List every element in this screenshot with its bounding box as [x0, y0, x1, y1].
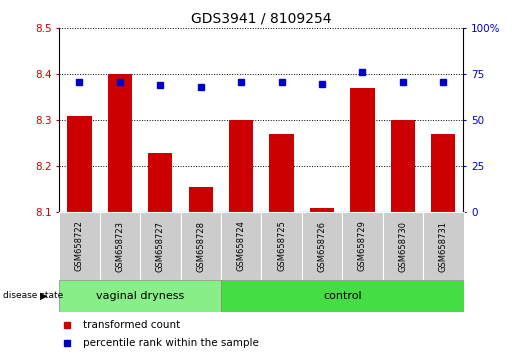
Bar: [221, 212, 261, 280]
Text: disease state: disease state: [3, 291, 63, 300]
Text: GSM658726: GSM658726: [318, 221, 327, 272]
Bar: [350, 88, 374, 212]
Bar: [383, 212, 423, 280]
Bar: [59, 212, 100, 280]
Text: GSM658725: GSM658725: [277, 221, 286, 272]
Bar: [59, 280, 221, 312]
Text: GSM658727: GSM658727: [156, 221, 165, 272]
Text: GSM658723: GSM658723: [115, 221, 124, 272]
Bar: [229, 120, 253, 212]
Bar: [188, 187, 213, 212]
Text: GSM658730: GSM658730: [399, 221, 407, 272]
Bar: [140, 212, 180, 280]
Bar: [148, 153, 173, 212]
Bar: [108, 74, 132, 212]
Bar: [302, 212, 342, 280]
Bar: [431, 134, 455, 212]
Bar: [342, 212, 383, 280]
Bar: [100, 212, 140, 280]
Bar: [180, 212, 221, 280]
Text: GSM658729: GSM658729: [358, 221, 367, 272]
Text: GSM658731: GSM658731: [439, 221, 448, 272]
Text: percentile rank within the sample: percentile rank within the sample: [83, 338, 260, 348]
Text: GSM658724: GSM658724: [237, 221, 246, 272]
Bar: [261, 212, 302, 280]
Bar: [391, 120, 415, 212]
Text: GSM658728: GSM658728: [196, 221, 205, 272]
Bar: [67, 116, 92, 212]
Text: transformed count: transformed count: [83, 320, 181, 330]
Bar: [423, 212, 464, 280]
Bar: [269, 134, 294, 212]
Bar: [310, 208, 334, 212]
Bar: [221, 280, 464, 312]
Text: GSM658722: GSM658722: [75, 221, 84, 272]
Text: ▶: ▶: [40, 291, 47, 301]
Title: GDS3941 / 8109254: GDS3941 / 8109254: [191, 12, 332, 26]
Text: vaginal dryness: vaginal dryness: [96, 291, 184, 301]
Text: control: control: [323, 291, 362, 301]
